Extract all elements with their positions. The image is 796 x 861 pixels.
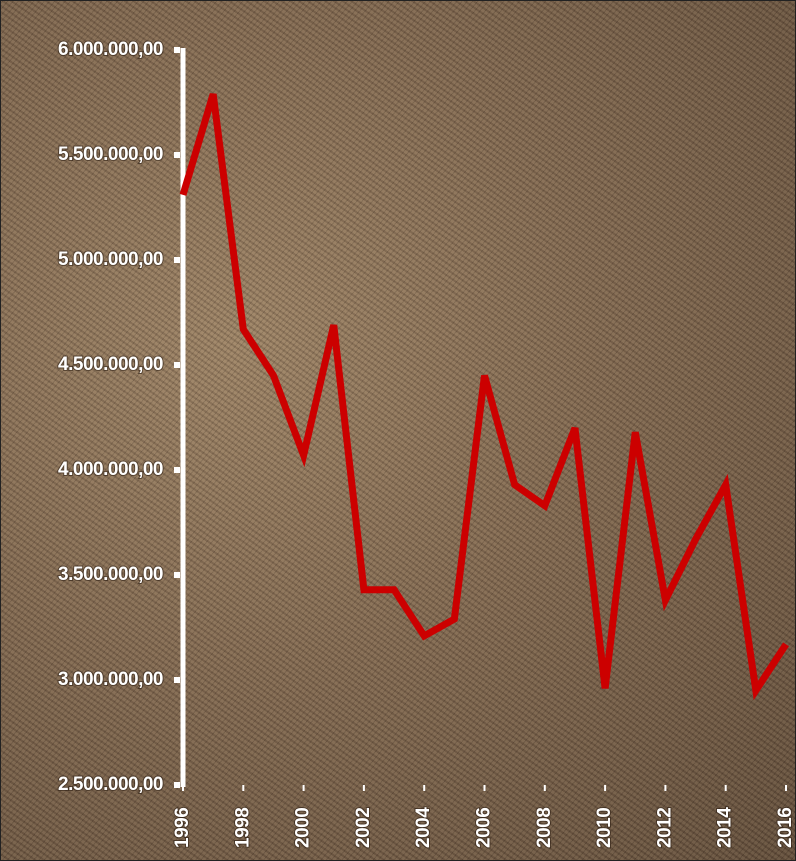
x-tick-label: 2002 <box>353 808 374 848</box>
x-tick-label: 1996 <box>172 808 193 848</box>
y-tick-mark <box>174 467 180 473</box>
y-tick-mark <box>174 47 180 53</box>
y-tick-label: 3.500.000,00 <box>58 564 163 585</box>
x-tick-label: 2016 <box>775 808 796 848</box>
y-tick-mark <box>174 572 180 578</box>
y-tick-label: 5.000.000,00 <box>58 249 163 270</box>
y-tick-mark <box>174 152 180 158</box>
y-tick-label: 3.000.000,00 <box>58 669 163 690</box>
y-tick-label: 6.000.000,00 <box>58 39 163 60</box>
y-tick-label: 5.500.000,00 <box>58 144 163 165</box>
y-tick-mark <box>174 782 180 788</box>
y-tick-mark <box>174 677 180 683</box>
x-tick-label: 2008 <box>534 808 555 848</box>
x-tick-label: 2014 <box>715 807 736 848</box>
x-tick-label: 2004 <box>413 807 434 848</box>
x-tick-label: 2006 <box>474 808 495 848</box>
x-tick-label: 1998 <box>232 808 253 848</box>
y-tick-label: 2.500.000,00 <box>58 774 163 795</box>
x-tick-label: 2010 <box>594 808 615 848</box>
x-tick-label: 2000 <box>293 808 314 848</box>
x-tick-label: 2012 <box>654 808 675 848</box>
data-line <box>179 93 789 701</box>
y-tick-mark <box>174 257 180 263</box>
y-tick-mark <box>174 362 180 368</box>
y-tick-label: 4.500.000,00 <box>58 354 163 375</box>
y-tick-label: 4.000.000,00 <box>58 459 163 480</box>
